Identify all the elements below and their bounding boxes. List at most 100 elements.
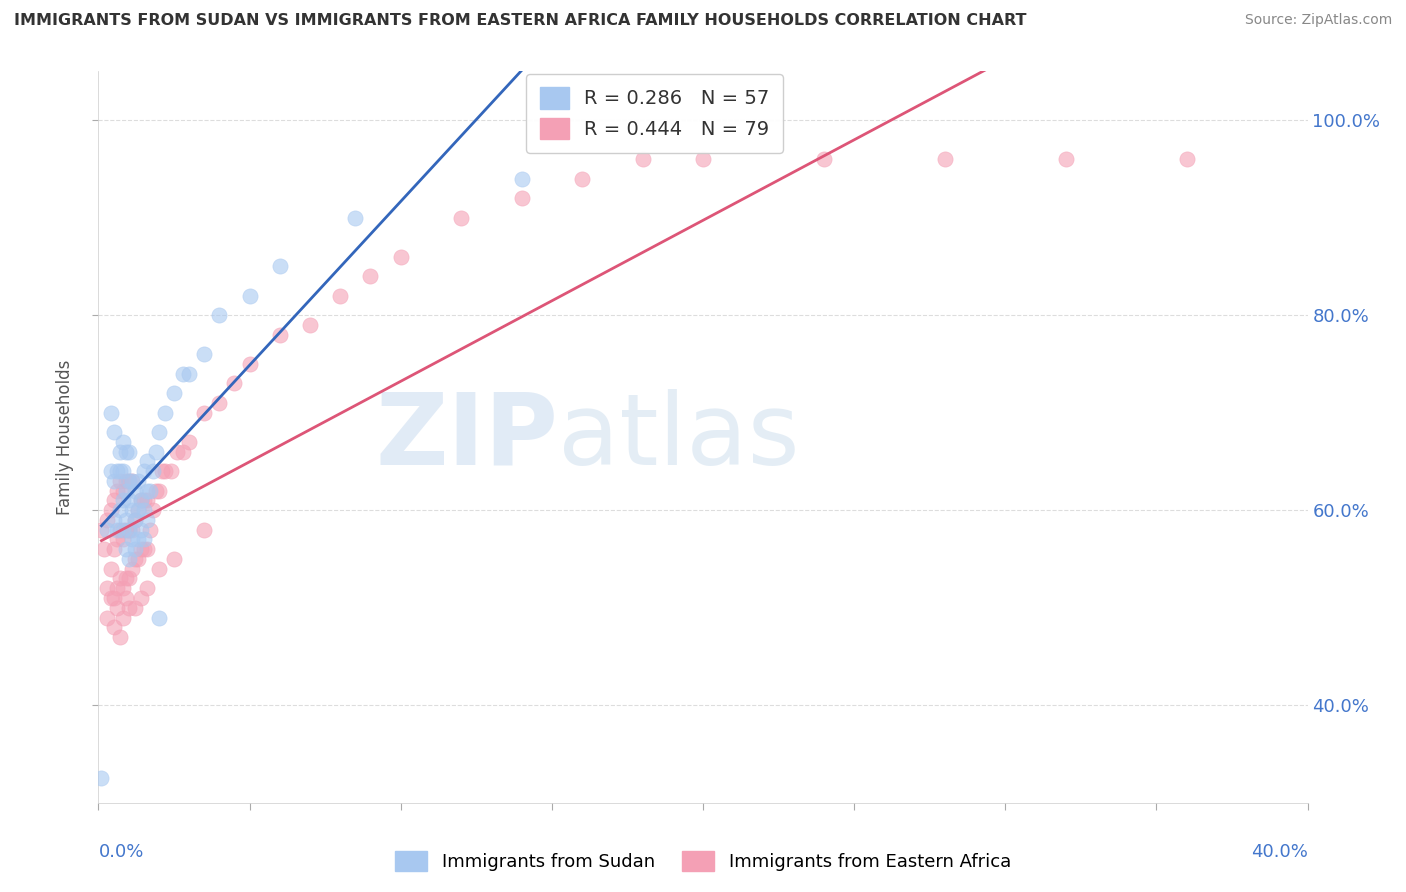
- Point: [124, 542, 146, 557]
- Point: [114, 572, 136, 586]
- Point: [118, 493, 141, 508]
- Point: [150, 464, 173, 478]
- Point: [148, 425, 170, 440]
- Point: [121, 523, 143, 537]
- Point: [135, 513, 157, 527]
- Point: [111, 523, 134, 537]
- Point: [103, 493, 125, 508]
- Point: [121, 503, 143, 517]
- Point: [100, 464, 122, 478]
- Point: [148, 610, 170, 624]
- Text: IMMIGRANTS FROM SUDAN VS IMMIGRANTS FROM EASTERN AFRICA FAMILY HOUSEHOLDS CORREL: IMMIGRANTS FROM SUDAN VS IMMIGRANTS FROM…: [14, 13, 1026, 29]
- Point: [239, 357, 262, 371]
- Point: [127, 474, 149, 488]
- Point: [111, 533, 134, 547]
- Point: [135, 542, 157, 557]
- Point: [139, 483, 162, 498]
- Point: [118, 572, 141, 586]
- Point: [108, 464, 131, 478]
- Point: [114, 591, 136, 605]
- Point: [118, 444, 141, 458]
- Point: [510, 191, 533, 205]
- Point: [329, 288, 352, 302]
- Point: [100, 591, 122, 605]
- Point: [127, 552, 149, 566]
- Point: [103, 513, 125, 527]
- Point: [105, 464, 128, 478]
- Point: [103, 591, 125, 605]
- Point: [118, 600, 141, 615]
- Point: [129, 591, 152, 605]
- Point: [179, 367, 201, 381]
- Point: [114, 513, 136, 527]
- Point: [142, 503, 165, 517]
- Point: [193, 347, 215, 361]
- Point: [103, 620, 125, 634]
- Point: [105, 523, 128, 537]
- Point: [127, 503, 149, 517]
- Point: [450, 211, 472, 225]
- Point: [111, 493, 134, 508]
- Point: [111, 464, 134, 478]
- Point: [90, 523, 112, 537]
- Point: [121, 562, 143, 576]
- Point: [111, 610, 134, 624]
- Text: 40.0%: 40.0%: [1251, 843, 1308, 861]
- Point: [127, 503, 149, 517]
- Point: [100, 503, 122, 517]
- Point: [934, 152, 956, 166]
- Point: [105, 533, 128, 547]
- Point: [108, 444, 131, 458]
- Point: [193, 523, 215, 537]
- Point: [103, 474, 125, 488]
- Point: [124, 552, 146, 566]
- Point: [145, 444, 167, 458]
- Point: [114, 474, 136, 488]
- Point: [103, 425, 125, 440]
- Point: [179, 434, 201, 449]
- Point: [163, 552, 186, 566]
- Point: [114, 483, 136, 498]
- Point: [160, 464, 183, 478]
- Point: [124, 513, 146, 527]
- Point: [208, 396, 231, 410]
- Point: [132, 493, 155, 508]
- Point: [389, 250, 412, 264]
- Point: [121, 533, 143, 547]
- Point: [121, 474, 143, 488]
- Point: [132, 464, 155, 478]
- Point: [129, 493, 152, 508]
- Point: [118, 552, 141, 566]
- Point: [208, 308, 231, 322]
- Point: [100, 562, 122, 576]
- Point: [142, 464, 165, 478]
- Y-axis label: Family Households: Family Households: [56, 359, 75, 515]
- Point: [114, 523, 136, 537]
- Point: [96, 581, 118, 595]
- Point: [118, 474, 141, 488]
- Point: [118, 474, 141, 488]
- Point: [145, 483, 167, 498]
- Point: [129, 542, 152, 557]
- Text: atlas: atlas: [558, 389, 800, 485]
- Point: [124, 513, 146, 527]
- Point: [96, 523, 118, 537]
- Point: [166, 444, 188, 458]
- Point: [135, 493, 157, 508]
- Point: [172, 444, 194, 458]
- Point: [108, 523, 131, 537]
- Point: [100, 406, 122, 420]
- Point: [96, 610, 118, 624]
- Point: [153, 406, 176, 420]
- Point: [118, 523, 141, 537]
- Point: [148, 562, 170, 576]
- Point: [124, 483, 146, 498]
- Point: [129, 493, 152, 508]
- Point: [299, 318, 322, 332]
- Point: [153, 464, 176, 478]
- Point: [105, 483, 128, 498]
- Point: [90, 772, 112, 786]
- Point: [129, 523, 152, 537]
- Point: [105, 581, 128, 595]
- Point: [344, 211, 367, 225]
